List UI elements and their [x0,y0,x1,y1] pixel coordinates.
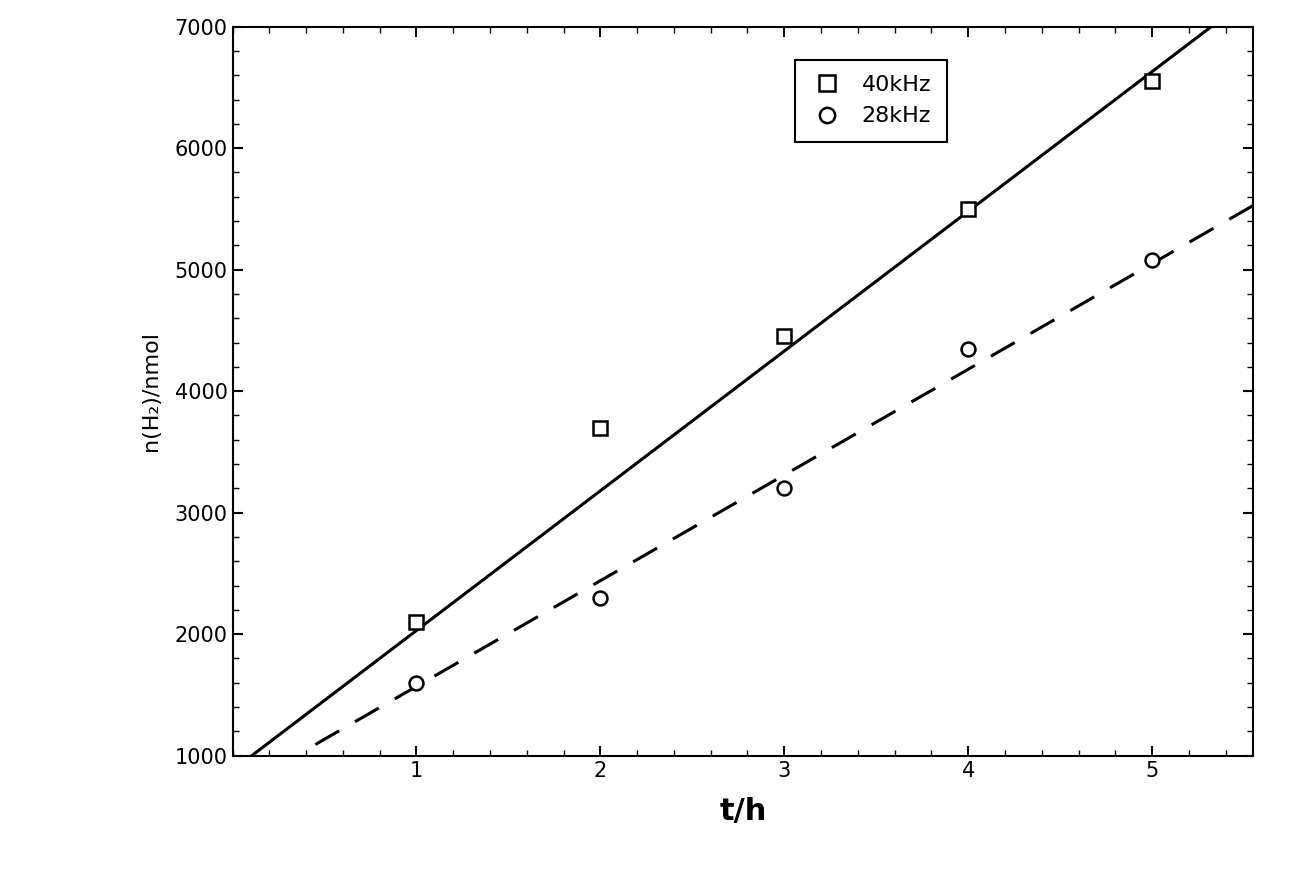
40kHz [408,617,424,628]
40kHz [776,332,792,342]
28kHz [1145,254,1160,265]
Line: 40kHz: 40kHz [410,75,1159,629]
Line: 28kHz: 28kHz [410,253,1159,690]
40kHz [1145,76,1160,87]
Y-axis label: n(H₂)/nmol: n(H₂)/nmol [141,332,160,451]
28kHz [593,592,609,603]
28kHz [408,677,424,688]
28kHz [960,343,975,354]
28kHz [776,483,792,493]
Legend: 40kHz, 28kHz: 40kHz, 28kHz [795,60,947,142]
X-axis label: t/h: t/h [720,797,766,826]
40kHz [593,422,609,433]
40kHz [960,204,975,214]
